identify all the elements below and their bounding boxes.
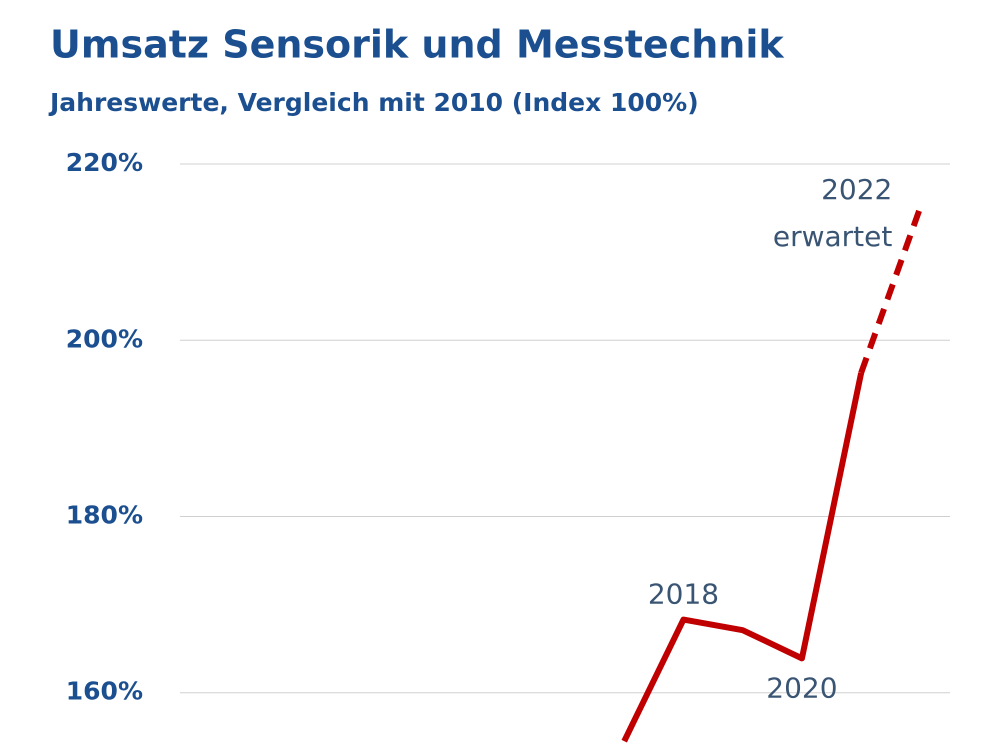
annotation: erwartet bbox=[773, 220, 893, 253]
y-tick-label: 200% bbox=[66, 324, 143, 353]
annotation: 2022 bbox=[821, 173, 892, 206]
annotation: 2020 bbox=[766, 671, 837, 704]
chart-subtitle: Jahreswerte, Vergleich mit 2010 (Index 1… bbox=[48, 88, 699, 117]
y-tick-label: 220% bbox=[66, 148, 143, 177]
line bbox=[621, 372, 865, 743]
annotation: 2018 bbox=[648, 578, 719, 611]
y-tick-label: 180% bbox=[66, 500, 143, 529]
forecast-line bbox=[858, 206, 924, 374]
y-tick-label: 160% bbox=[66, 677, 143, 706]
chart-title: Umsatz Sensorik und Messtechnik bbox=[50, 23, 784, 67]
